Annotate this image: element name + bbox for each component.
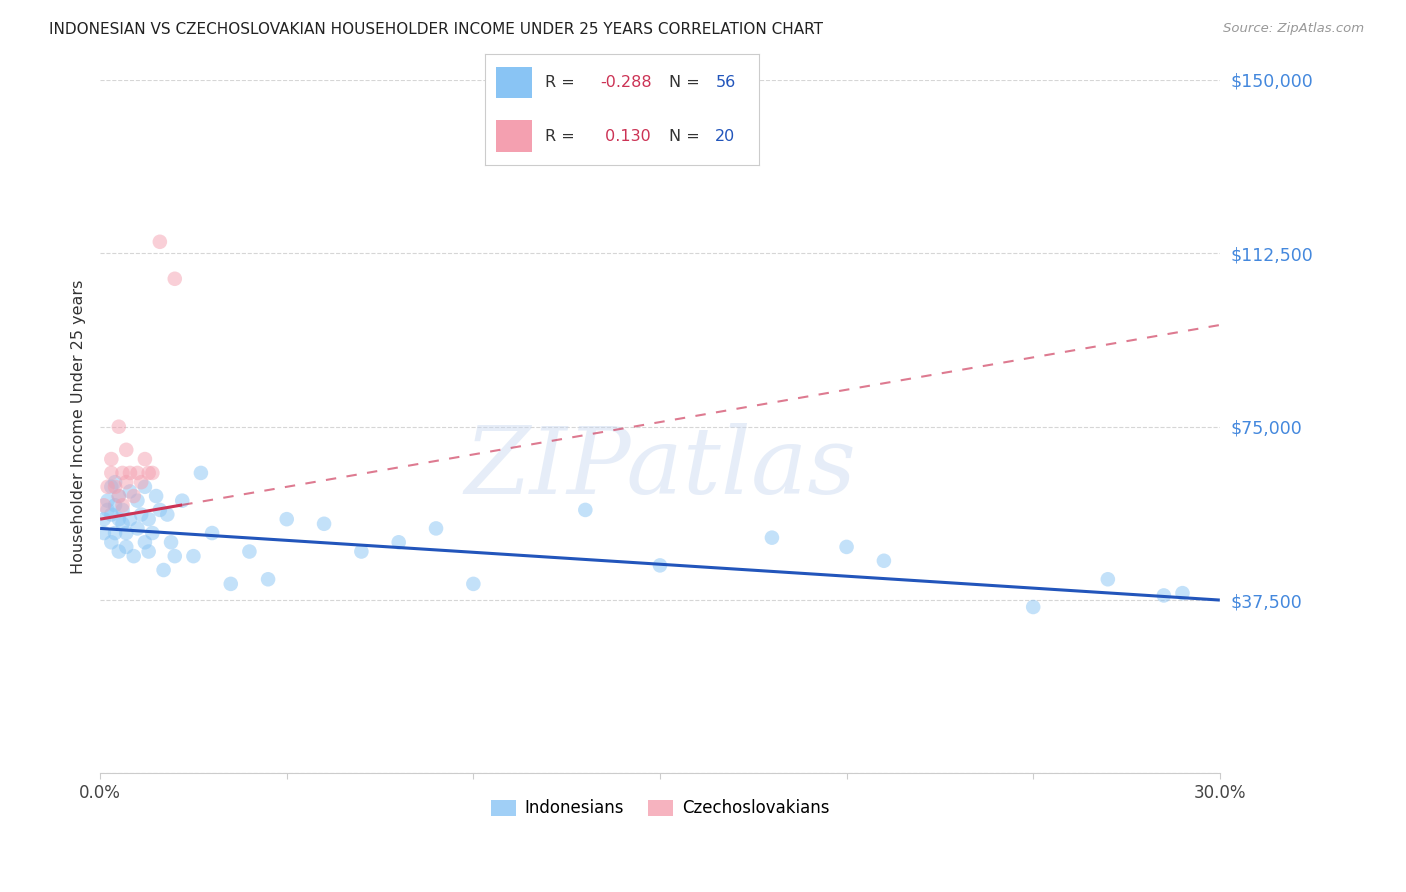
Point xyxy=(149,235,172,249)
Point xyxy=(100,466,122,480)
Point xyxy=(127,521,149,535)
Text: Source: ZipAtlas.com: Source: ZipAtlas.com xyxy=(1223,22,1364,36)
Point xyxy=(201,526,224,541)
Point xyxy=(163,272,186,286)
Point xyxy=(111,498,134,512)
Point xyxy=(127,466,149,480)
Point xyxy=(100,480,122,494)
Point xyxy=(129,508,152,522)
Point xyxy=(122,549,145,563)
Point xyxy=(1097,572,1119,586)
Point xyxy=(111,466,134,480)
Point xyxy=(118,466,141,480)
Point xyxy=(152,563,174,577)
Point xyxy=(111,516,134,531)
Point xyxy=(107,489,129,503)
Point xyxy=(172,493,194,508)
Point xyxy=(574,503,596,517)
Point xyxy=(107,544,129,558)
Point xyxy=(312,516,335,531)
FancyBboxPatch shape xyxy=(496,120,531,152)
Text: R =: R = xyxy=(546,128,575,144)
Text: INDONESIAN VS CZECHOSLOVAKIAN HOUSEHOLDER INCOME UNDER 25 YEARS CORRELATION CHAR: INDONESIAN VS CZECHOSLOVAKIAN HOUSEHOLDE… xyxy=(49,22,823,37)
Point xyxy=(219,577,242,591)
Point xyxy=(104,526,127,541)
Point xyxy=(100,452,122,467)
Point xyxy=(835,540,858,554)
Point xyxy=(104,498,127,512)
Point xyxy=(761,531,783,545)
Point xyxy=(141,466,163,480)
FancyBboxPatch shape xyxy=(496,67,531,98)
Point xyxy=(149,503,172,517)
Point xyxy=(463,577,485,591)
Y-axis label: Householder Income Under 25 years: Householder Income Under 25 years xyxy=(72,279,86,574)
Point xyxy=(183,549,205,563)
Point xyxy=(111,503,134,517)
Point xyxy=(107,419,129,434)
Point xyxy=(97,503,120,517)
Point xyxy=(276,512,298,526)
Point xyxy=(104,475,127,490)
Point xyxy=(1171,586,1194,600)
Point xyxy=(122,489,145,503)
Text: R =: R = xyxy=(546,75,575,90)
Point xyxy=(107,489,129,503)
Legend: Indonesians, Czechoslovakians: Indonesians, Czechoslovakians xyxy=(484,793,837,824)
Point xyxy=(648,558,671,573)
Point xyxy=(190,466,212,480)
Point xyxy=(104,480,127,494)
Point xyxy=(115,526,138,541)
Point xyxy=(118,484,141,499)
Text: 20: 20 xyxy=(716,128,735,144)
Point xyxy=(873,554,896,568)
Text: N =: N = xyxy=(669,75,700,90)
Text: N =: N = xyxy=(669,128,700,144)
Point xyxy=(156,508,179,522)
Point xyxy=(115,475,138,490)
Point xyxy=(134,452,156,467)
Point xyxy=(1022,599,1045,614)
Point xyxy=(141,526,163,541)
Point xyxy=(350,544,373,558)
Point xyxy=(100,535,122,549)
Point xyxy=(163,549,186,563)
Point xyxy=(107,512,129,526)
Point xyxy=(93,526,115,541)
Point xyxy=(160,535,183,549)
Point xyxy=(1153,589,1175,603)
Point xyxy=(138,512,160,526)
Point xyxy=(115,442,138,457)
Point xyxy=(238,544,260,558)
Point xyxy=(138,544,160,558)
Text: 56: 56 xyxy=(716,75,735,90)
Point xyxy=(100,508,122,522)
Point xyxy=(127,493,149,508)
Point xyxy=(138,466,160,480)
Point xyxy=(425,521,447,535)
Point xyxy=(93,498,115,512)
Point xyxy=(134,480,156,494)
Point xyxy=(129,475,152,490)
Point xyxy=(115,540,138,554)
Point xyxy=(118,512,141,526)
Point xyxy=(257,572,280,586)
Text: -0.288: -0.288 xyxy=(600,75,652,90)
Point xyxy=(97,493,120,508)
Point xyxy=(93,512,115,526)
Point xyxy=(145,489,167,503)
Text: 0.130: 0.130 xyxy=(600,128,651,144)
Point xyxy=(134,535,156,549)
Point xyxy=(97,480,120,494)
Text: ZIPatlas: ZIPatlas xyxy=(464,424,856,513)
Point xyxy=(388,535,411,549)
